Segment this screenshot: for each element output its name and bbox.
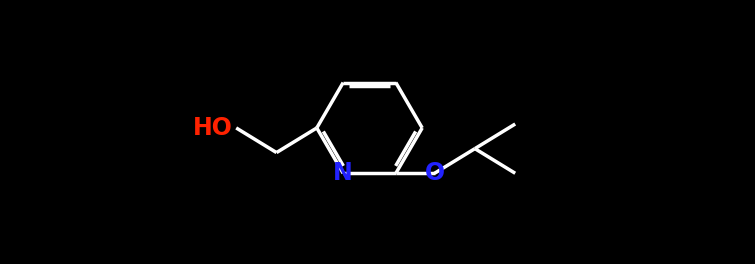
- Text: N: N: [333, 161, 353, 185]
- Text: O: O: [424, 161, 445, 185]
- Text: HO: HO: [193, 116, 233, 140]
